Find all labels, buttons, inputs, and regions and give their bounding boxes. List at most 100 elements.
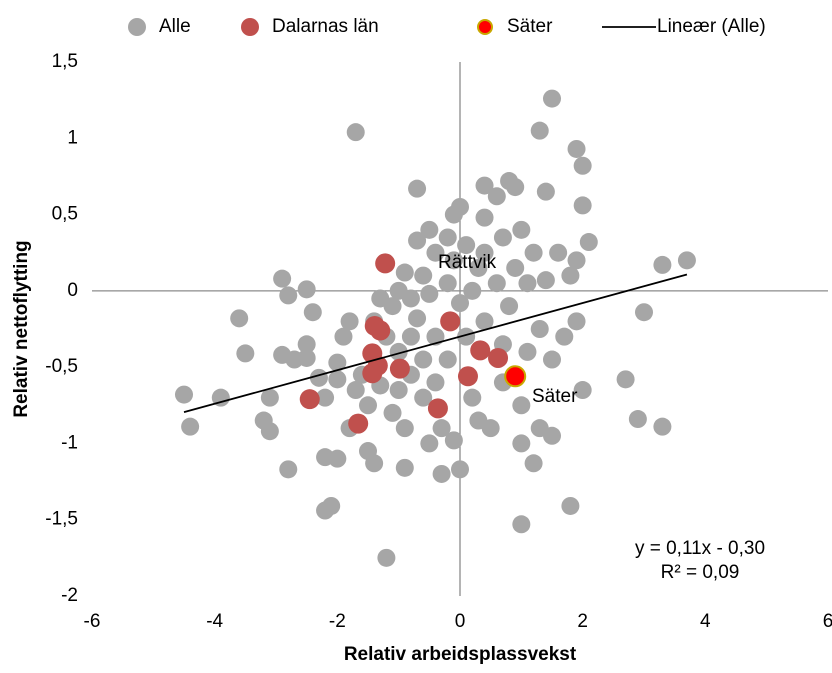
data-point <box>530 121 549 140</box>
data-point <box>536 182 555 201</box>
data-point <box>346 381 365 400</box>
data-point <box>340 312 359 331</box>
y-tick-label: 1 <box>67 127 78 148</box>
y-tick-label: 0,5 <box>52 204 78 225</box>
data-point <box>677 251 696 270</box>
data-point <box>297 335 316 354</box>
data-point <box>616 370 635 389</box>
data-point <box>175 385 193 404</box>
data-point <box>181 417 200 436</box>
data-point <box>512 220 531 239</box>
data-point <box>524 243 543 262</box>
data-point <box>432 419 451 438</box>
data-point <box>279 286 298 305</box>
data-point <box>543 89 561 108</box>
data-point <box>475 176 494 195</box>
x-tick-label: -2 <box>329 611 346 632</box>
y-tick-label: 0 <box>67 280 78 301</box>
legend-marker <box>241 18 259 36</box>
data-point <box>375 253 396 274</box>
data-point <box>230 309 249 328</box>
data-point <box>408 231 427 250</box>
data-point <box>457 236 476 255</box>
data-point <box>567 139 586 158</box>
data-point <box>635 303 653 322</box>
data-point <box>579 233 598 252</box>
data-point <box>512 515 531 534</box>
data-point <box>401 327 420 346</box>
legend-label: Säter <box>507 16 553 37</box>
data-point <box>427 398 448 419</box>
data-point <box>236 344 255 363</box>
data-point <box>211 388 230 407</box>
legend-marker <box>477 19 493 35</box>
data-point <box>414 266 433 285</box>
data-point <box>414 350 433 369</box>
data-point <box>438 228 457 247</box>
data-point <box>408 179 427 198</box>
data-point <box>297 280 316 299</box>
data-point <box>518 274 537 293</box>
data-point <box>457 366 478 387</box>
data-point <box>451 294 469 313</box>
data-point <box>653 255 672 274</box>
data-point <box>506 178 525 197</box>
data-point <box>420 220 439 239</box>
data-point <box>536 271 555 290</box>
y-tick-label: -2 <box>61 585 78 606</box>
legend-label: Lineær (Alle) <box>657 16 766 37</box>
data-point <box>543 426 561 445</box>
data-point <box>463 281 482 300</box>
data-point <box>555 327 574 346</box>
data-point <box>573 381 592 400</box>
y-axis-title: Relativ nettoflytting <box>11 240 32 417</box>
data-point <box>561 266 580 285</box>
data-point <box>457 327 476 346</box>
data-point <box>470 340 491 361</box>
data-point <box>389 358 410 379</box>
data-point <box>377 548 396 567</box>
data-point <box>395 263 414 282</box>
data-point <box>488 347 509 368</box>
data-point <box>303 303 322 322</box>
data-point <box>370 320 391 341</box>
data-point <box>504 365 527 388</box>
data-point <box>328 449 347 468</box>
data-point <box>506 258 525 277</box>
data-point <box>389 342 408 361</box>
data-point <box>426 327 445 346</box>
data-point <box>444 251 463 270</box>
data-point <box>518 342 537 361</box>
x-axis-title: Relativ arbeidsplassvekst <box>344 644 577 665</box>
data-point <box>628 410 647 429</box>
data-point <box>334 327 353 346</box>
data-point <box>420 434 439 453</box>
data-point <box>414 388 433 407</box>
data-point <box>561 496 580 515</box>
x-tick-label: 2 <box>577 611 588 632</box>
data-point <box>475 312 494 331</box>
data-point <box>426 373 445 392</box>
legend-marker <box>128 18 146 36</box>
data-point <box>260 422 279 441</box>
y-tick-label: -1,5 <box>45 509 78 530</box>
data-point <box>475 243 494 262</box>
data-point <box>573 196 592 215</box>
data-point <box>426 243 445 262</box>
data-point <box>475 208 494 227</box>
data-point <box>567 251 586 270</box>
annotation: y = 0,11x - 0,30 <box>635 538 765 559</box>
data-point <box>567 312 586 331</box>
data-point <box>469 258 488 277</box>
data-point <box>299 389 320 410</box>
data-point <box>481 419 500 438</box>
y-tick-label: -0,5 <box>45 356 78 377</box>
trend-line <box>183 273 688 414</box>
legend-label: Dalarnas län <box>272 16 379 37</box>
data-point <box>463 388 482 407</box>
annotation: Säter <box>532 386 578 407</box>
data-point <box>653 417 672 436</box>
x-tick-label: -4 <box>206 611 223 632</box>
data-point <box>395 458 414 477</box>
